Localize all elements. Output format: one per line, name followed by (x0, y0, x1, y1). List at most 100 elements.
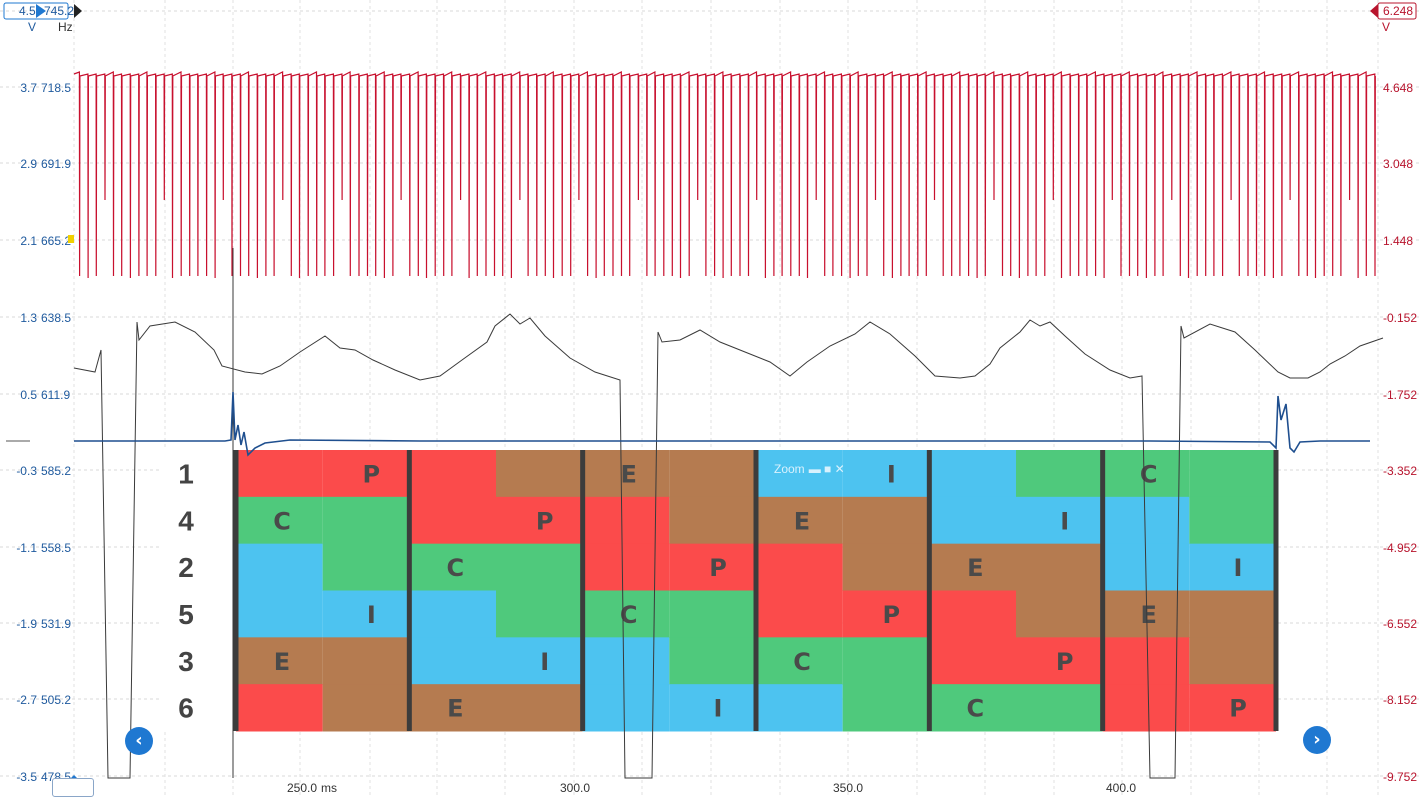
cylinder-stroke-overlay: 1 4 2 5 3 6 P C I E P C I E E P C I I E P C I E P C C I E P (160, 450, 1279, 732)
stroke-label: E (1140, 601, 1156, 629)
overlay-cell-left (929, 590, 1016, 638)
overlay-cell-right (669, 637, 756, 685)
black-trace (73, 248, 1384, 779)
overlay-cell-right (1016, 450, 1103, 498)
overlay-cell-left (236, 590, 323, 638)
overlay-cell-right (669, 590, 756, 638)
next-button[interactable]: › (1303, 726, 1331, 754)
left-axis-tick-hz: 611.9 (41, 388, 70, 402)
channel-b-marker-icon (74, 4, 82, 18)
ruler-handle[interactable] (52, 778, 94, 797)
stroke-label: P (536, 507, 554, 535)
overlay-cell-left (236, 496, 323, 545)
stroke-label: P (1056, 648, 1074, 676)
stroke-label: P (363, 460, 381, 488)
right-axis-tick: 4.648 (1383, 81, 1413, 95)
right-axis-tick: -8.152 (1383, 693, 1417, 707)
left-axis-tick-v: 0.5 (20, 388, 37, 402)
overlay-divider (1100, 450, 1106, 731)
overlay-cell-left (929, 450, 1016, 498)
overlay-cell-left (1102, 684, 1190, 732)
overlay-cell-right (322, 590, 410, 638)
overlay-cell-right (496, 637, 583, 685)
overlay-divider (406, 450, 412, 731)
overlay-cell-left (929, 637, 1016, 685)
left-axis-tick-v: 1.3 (20, 311, 37, 325)
stroke-label: I (1060, 507, 1069, 535)
left-axis-tick-v: 2.1 (20, 234, 37, 248)
overlay-cell-left (756, 496, 843, 545)
overlay-cell-left (409, 684, 496, 732)
stroke-label: C (273, 507, 291, 535)
stroke-label: E (274, 648, 290, 676)
stroke-label: I (540, 648, 549, 676)
cylinder-row-label: 2 (178, 552, 194, 583)
overlay-cell-right (669, 450, 756, 498)
stroke-label: E (794, 507, 810, 535)
overlay-cell-left (582, 637, 670, 685)
cylinder-row-label: 3 (178, 646, 194, 677)
red-trace (73, 71, 1376, 279)
overlay-cell-left (756, 637, 843, 685)
stroke-label: C (1140, 460, 1158, 488)
stroke-label: C (967, 695, 985, 723)
right-axis-tick: -0.152 (1383, 311, 1417, 325)
stroke-label: E (967, 554, 983, 582)
left-axis-tick-v: 3.7 (20, 81, 37, 95)
right-axis-tick: -4.952 (1383, 541, 1417, 555)
overlay-cell-right (496, 450, 583, 498)
channel-a-marker-icon (36, 4, 46, 18)
overlay-cell-left (409, 637, 496, 685)
overlay-divider (1273, 450, 1279, 731)
overlay-cell-right (322, 496, 410, 545)
black-trace-path (73, 313, 1384, 779)
left-axis-top-v: 4.5 (19, 4, 36, 18)
stroke-label: I (714, 695, 723, 723)
right-axis-unit: V (1382, 20, 1390, 34)
overlay-cell-right (496, 590, 583, 638)
overlay-cell-right (1016, 496, 1103, 545)
overlay-cell-right (842, 496, 930, 545)
prev-button[interactable]: ‹ (125, 727, 153, 755)
right-axis-tick: -6.552 (1383, 617, 1417, 631)
left-axis-tick-hz: 638.5 (41, 311, 71, 325)
channel-c-marker-icon (1370, 4, 1378, 18)
overlay-cell-right (496, 684, 583, 732)
overlay-cell-right (1189, 496, 1276, 545)
overlay-cell-left (409, 590, 496, 638)
time-axis-tick: 250.0 (287, 781, 317, 795)
right-axis: 6.248 V 4.648 3.048 1.448 -0.152 -1.752 -3.352 -… (1370, 2, 1417, 784)
overlay-cell-right (496, 543, 583, 591)
overlay-label-column (160, 450, 236, 731)
overlay-cell-right (1189, 450, 1276, 498)
left-axis-tick-v: -3.5 (16, 770, 37, 784)
overlay-cell-left (582, 543, 670, 591)
cylinder-row-label: 1 (178, 458, 194, 489)
overlay-cell-right (1189, 590, 1276, 638)
left-axis-tick-v: -2.7 (16, 693, 37, 707)
time-axis-tick: 400.0 (1106, 781, 1136, 795)
overlay-cell-right (1189, 543, 1276, 591)
time-axis-tick: 300.0 (560, 781, 590, 795)
stroke-label: C (447, 554, 465, 582)
right-axis-tick: -3.352 (1383, 464, 1417, 478)
overlay-divider (926, 450, 932, 731)
time-axis-unit: ms (321, 781, 337, 795)
overlay-cell-right (842, 637, 930, 685)
overlay-cell-left (1102, 637, 1190, 685)
right-axis-tick: -9.752 (1383, 770, 1417, 784)
overlay-cell-right (496, 496, 583, 545)
overlay-cell-right (1016, 637, 1103, 685)
cylinder-row-label: 5 (178, 599, 194, 630)
blue-trace (6, 391, 1370, 457)
overlay-cell-left (409, 496, 496, 545)
overlay-cell-left (929, 543, 1016, 591)
left-axis-tick-v: -1.9 (16, 617, 37, 631)
overlay-cell-left (236, 543, 323, 591)
zoom-tag[interactable]: Zoom ▬ ■ ✕ (770, 458, 869, 480)
overlay-cell-right (842, 684, 930, 732)
overlay-cell-right (669, 496, 756, 545)
overlay-cell-right (842, 590, 930, 638)
zoom-icon[interactable]: ▬ ■ ✕ (808, 462, 845, 476)
